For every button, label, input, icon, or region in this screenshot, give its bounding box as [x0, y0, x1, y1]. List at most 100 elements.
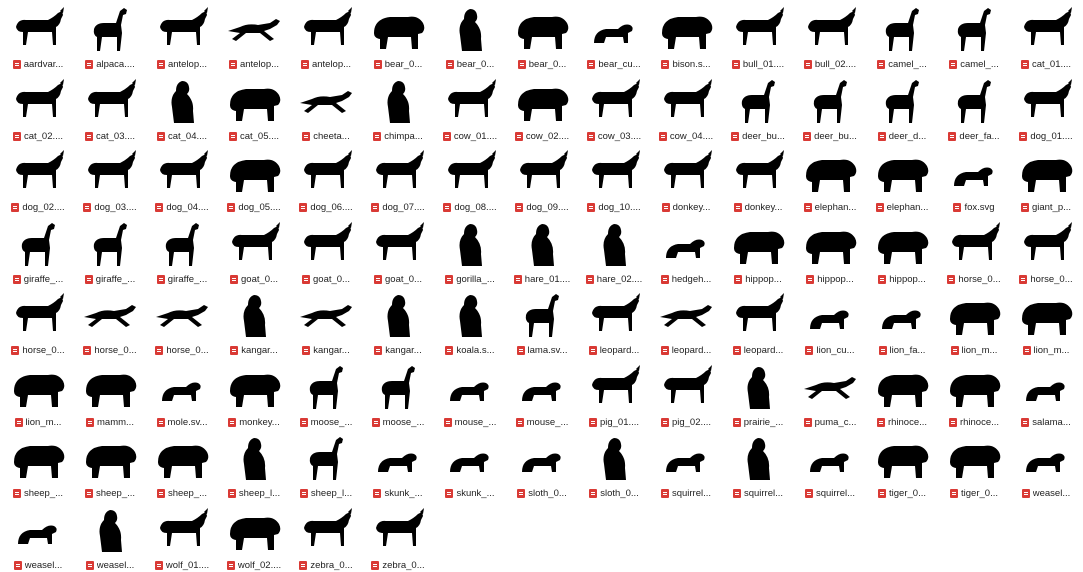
file-item[interactable]: bison.s... [650, 0, 722, 72]
file-item[interactable]: lion_cu... [794, 286, 866, 358]
file-item[interactable]: horse_0... [146, 286, 218, 358]
file-item[interactable]: lion_m... [2, 358, 74, 430]
file-item[interactable]: chimpa... [362, 72, 434, 144]
file-item[interactable]: dog_06.... [290, 143, 362, 215]
file-item[interactable]: lama.sv... [506, 286, 578, 358]
file-item[interactable]: zebra_0... [362, 501, 434, 572]
file-item[interactable]: pig_01.... [578, 358, 650, 430]
file-item[interactable]: cat_03.... [74, 72, 146, 144]
file-item[interactable]: deer_bu... [722, 72, 794, 144]
file-item[interactable]: goat_0... [218, 215, 290, 287]
file-item[interactable]: wolf_02.... [218, 501, 290, 572]
file-item[interactable]: kangar... [290, 286, 362, 358]
file-item[interactable]: tiger_0... [938, 429, 1010, 501]
file-item[interactable]: salama... [1010, 358, 1082, 430]
file-item[interactable]: sheep_... [146, 429, 218, 501]
file-item[interactable]: sloth_0... [506, 429, 578, 501]
file-item[interactable]: lion_fa... [866, 286, 938, 358]
file-item[interactable]: leopard... [650, 286, 722, 358]
file-item[interactable]: goat_0... [362, 215, 434, 287]
file-item[interactable]: cat_04.... [146, 72, 218, 144]
file-item[interactable]: dog_10.... [578, 143, 650, 215]
file-item[interactable]: donkey... [722, 143, 794, 215]
file-item[interactable]: deer_d... [866, 72, 938, 144]
file-item[interactable]: moose_... [362, 358, 434, 430]
file-item[interactable]: lion_m... [1010, 286, 1082, 358]
file-item[interactable]: aardvar... [2, 0, 74, 72]
file-item[interactable]: elephan... [794, 143, 866, 215]
file-item[interactable]: monkey... [218, 358, 290, 430]
file-item[interactable]: squirrel... [650, 429, 722, 501]
file-item[interactable]: rhinoce... [866, 358, 938, 430]
file-item[interactable]: sloth_0... [578, 429, 650, 501]
file-item[interactable]: leopard... [722, 286, 794, 358]
file-item[interactable]: hippop... [866, 215, 938, 287]
file-item[interactable]: dog_04.... [146, 143, 218, 215]
file-item[interactable]: sheep_l... [218, 429, 290, 501]
file-item[interactable]: deer_fa... [938, 72, 1010, 144]
file-item[interactable]: sheep_... [74, 429, 146, 501]
file-item[interactable]: dog_03.... [74, 143, 146, 215]
file-item[interactable]: horse_0... [74, 286, 146, 358]
file-item[interactable]: giant_p... [1010, 143, 1082, 215]
file-item[interactable]: bull_01.... [722, 0, 794, 72]
file-item[interactable]: antelop... [290, 0, 362, 72]
file-item[interactable]: prairie_... [722, 358, 794, 430]
file-item[interactable]: bear_cu... [578, 0, 650, 72]
file-item[interactable]: deer_bu... [794, 72, 866, 144]
file-item[interactable]: wolf_01.... [146, 501, 218, 572]
file-item[interactable]: lion_m... [938, 286, 1010, 358]
file-item[interactable]: fox.svg [938, 143, 1010, 215]
file-item[interactable]: camel_... [938, 0, 1010, 72]
file-item[interactable]: sheep_l... [290, 429, 362, 501]
file-item[interactable]: gorilla_... [434, 215, 506, 287]
file-item[interactable]: cow_01.... [434, 72, 506, 144]
file-item[interactable]: skunk_... [362, 429, 434, 501]
file-item[interactable]: mouse_... [434, 358, 506, 430]
file-item[interactable]: puma_c... [794, 358, 866, 430]
file-item[interactable]: hedgeh... [650, 215, 722, 287]
file-item[interactable]: goat_0... [290, 215, 362, 287]
file-item[interactable]: kangar... [362, 286, 434, 358]
file-item[interactable]: squirrel... [722, 429, 794, 501]
file-item[interactable]: weasel... [2, 501, 74, 572]
file-item[interactable]: squirrel... [794, 429, 866, 501]
file-item[interactable]: zebra_0... [290, 501, 362, 572]
file-item[interactable]: cow_02.... [506, 72, 578, 144]
file-item[interactable]: mamm... [74, 358, 146, 430]
file-item[interactable]: dog_02.... [2, 143, 74, 215]
file-item[interactable]: moose_... [290, 358, 362, 430]
file-item[interactable]: cat_05.... [218, 72, 290, 144]
file-item[interactable]: horse_0... [938, 215, 1010, 287]
file-item[interactable]: camel_... [866, 0, 938, 72]
file-item[interactable]: hippop... [794, 215, 866, 287]
file-item[interactable]: sheep_... [2, 429, 74, 501]
file-item[interactable]: horse_0... [1010, 215, 1082, 287]
file-item[interactable]: horse_0... [2, 286, 74, 358]
file-item[interactable]: cheeta... [290, 72, 362, 144]
file-item[interactable]: skunk_... [434, 429, 506, 501]
file-item[interactable]: donkey... [650, 143, 722, 215]
file-item[interactable]: hare_01.... [506, 215, 578, 287]
file-item[interactable]: elephan... [866, 143, 938, 215]
file-item[interactable]: dog_05.... [218, 143, 290, 215]
file-item[interactable]: rhinoce... [938, 358, 1010, 430]
file-item[interactable]: bear_0... [434, 0, 506, 72]
file-item[interactable]: giraffe_... [74, 215, 146, 287]
file-item[interactable]: weasel... [1010, 429, 1082, 501]
file-item[interactable]: alpaca.... [74, 0, 146, 72]
file-item[interactable]: giraffe_... [146, 215, 218, 287]
file-item[interactable]: dog_09.... [506, 143, 578, 215]
file-item[interactable]: mole.sv... [146, 358, 218, 430]
file-item[interactable]: kangar... [218, 286, 290, 358]
file-item[interactable]: bull_02.... [794, 0, 866, 72]
file-item[interactable]: bear_0... [362, 0, 434, 72]
file-item[interactable]: leopard... [578, 286, 650, 358]
file-item[interactable]: pig_02.... [650, 358, 722, 430]
file-item[interactable]: hare_02.... [578, 215, 650, 287]
file-item[interactable]: weasel... [74, 501, 146, 572]
file-item[interactable]: tiger_0... [866, 429, 938, 501]
file-item[interactable]: cow_03.... [578, 72, 650, 144]
file-item[interactable]: antelop... [146, 0, 218, 72]
file-item[interactable]: antelop... [218, 0, 290, 72]
